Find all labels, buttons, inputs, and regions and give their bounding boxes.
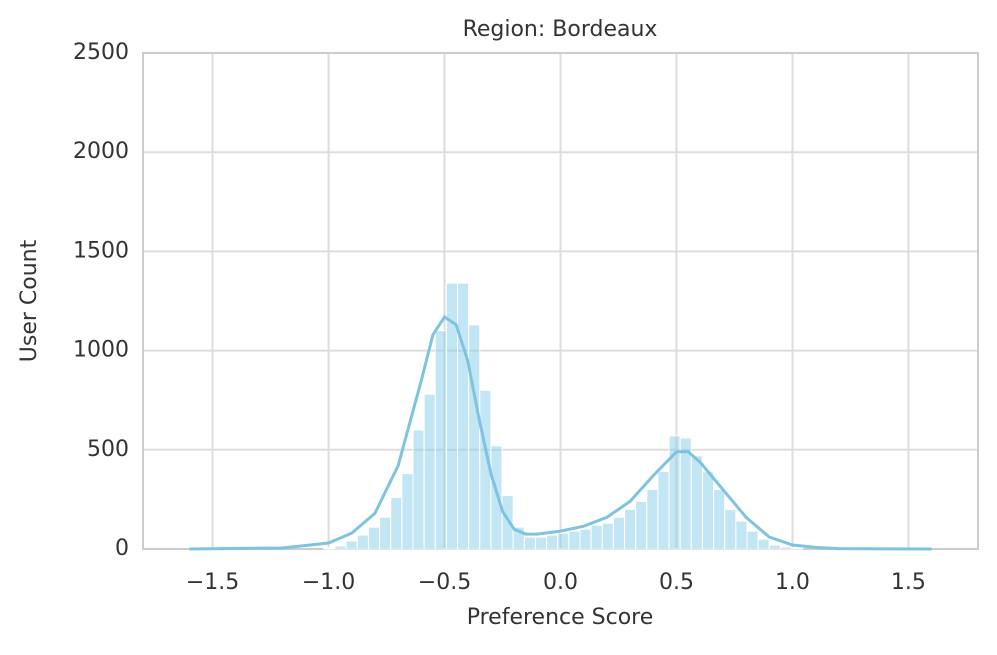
histogram-bar [590, 524, 603, 550]
x-tick-label: −1.0 [302, 570, 355, 595]
histogram-bar [757, 538, 770, 550]
y-tick-label: 2500 [73, 40, 129, 65]
histogram-bar [457, 282, 470, 550]
histogram-bar [646, 488, 659, 550]
histogram-bar [746, 530, 759, 550]
x-tick-label: 0.5 [659, 570, 694, 595]
x-axis-label: Preference Score [467, 605, 654, 630]
y-axis-label: User Count [17, 239, 42, 362]
x-tick-label: −0.5 [418, 570, 471, 595]
histogram-bar [390, 496, 403, 550]
histogram-bar [735, 520, 748, 550]
histogram-bar [546, 534, 559, 550]
histogram-bar [701, 471, 715, 550]
histogram-bar [724, 508, 737, 550]
histogram-bar [690, 455, 703, 550]
histogram-bar [334, 545, 347, 550]
histogram-bar [779, 546, 793, 550]
histogram-bar [345, 540, 358, 550]
histogram-bar [401, 473, 414, 550]
histogram-bar [423, 393, 436, 550]
histogram-bar [434, 330, 447, 550]
y-tick-label: 1000 [73, 338, 129, 363]
kde-line [189, 314, 932, 551]
histogram-bar [635, 500, 648, 550]
histogram-bar [791, 547, 804, 550]
histogram-bar [568, 530, 581, 550]
histogram-bar [579, 528, 592, 550]
histogram-bar [379, 516, 392, 550]
histogram-bar [501, 494, 514, 550]
y-tick-label: 500 [87, 437, 129, 462]
y-tick-label: 2000 [73, 139, 129, 164]
histogram-bar [557, 532, 570, 550]
histogram-bar [601, 522, 614, 550]
y-tick-label: 1500 [73, 238, 129, 263]
histogram-bar [612, 516, 626, 550]
histogram-bar [412, 429, 425, 550]
x-tick-label: 1.0 [775, 570, 810, 595]
histogram-bar [768, 544, 781, 550]
histogram-bar [624, 508, 637, 550]
histogram-bar [468, 324, 481, 550]
x-tick-label: −1.5 [186, 570, 239, 595]
histogram-bar [534, 536, 548, 550]
histogram-bar [713, 488, 726, 550]
histogram-bar [523, 536, 536, 550]
histogram-bar [323, 547, 336, 550]
histogram-bar [657, 471, 670, 550]
histogram-bar [490, 445, 503, 550]
histogram-bar [356, 534, 369, 550]
histogram-bar [367, 526, 381, 550]
chart-title: Region: Bordeaux [463, 17, 658, 42]
x-tick-label: 1.5 [891, 570, 926, 595]
y-tick-label: 0 [115, 536, 129, 561]
x-tick-label: 0.0 [543, 570, 578, 595]
